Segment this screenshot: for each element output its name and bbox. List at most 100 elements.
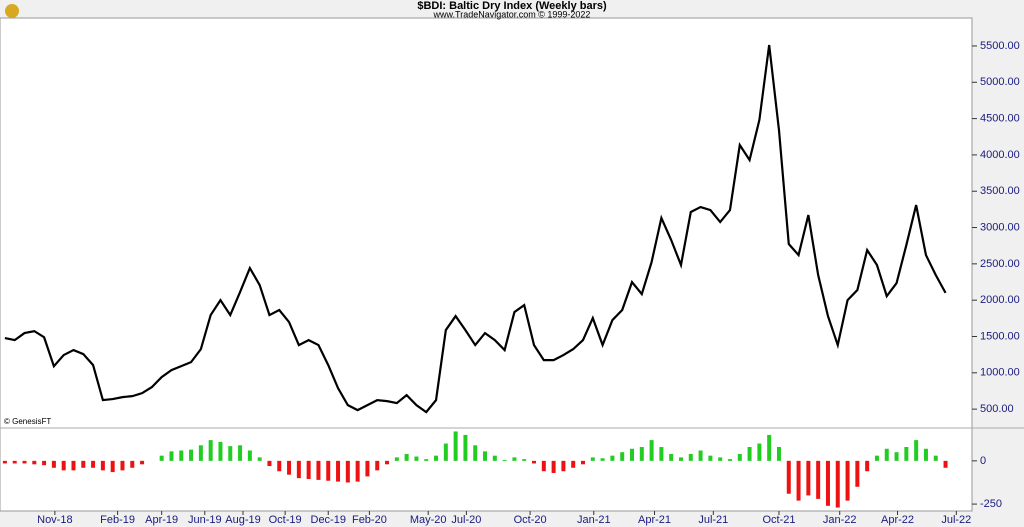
oscillator-bar: [678, 457, 683, 461]
annotation: © GenesisFT: [4, 417, 51, 426]
oscillator-bar: [12, 460, 17, 464]
x-tick-label: Oct-19: [269, 514, 302, 526]
oscillator-bar: [326, 460, 331, 481]
oscillator-bar: [757, 443, 762, 461]
oscillator-bar: [561, 460, 566, 472]
oscillator-bar: [747, 447, 752, 461]
oscillator-bar: [257, 457, 262, 461]
oscillator-bar: [463, 434, 468, 461]
oscillator-bar: [698, 450, 703, 461]
x-tick-label: Feb-19: [100, 514, 135, 526]
oscillator-bar: [639, 447, 644, 461]
oscillator-bar: [522, 459, 527, 461]
oscillator-bar: [32, 460, 37, 465]
oscillator-bar: [688, 453, 693, 461]
oscillator-bar: [776, 447, 781, 461]
oscillator-bar: [404, 453, 409, 461]
x-tick-label: Feb-20: [352, 514, 387, 526]
oscillator-bar: [61, 460, 66, 471]
oscillator-bar: [100, 460, 105, 471]
oscillator-bar: [727, 459, 732, 461]
oscillator-bar: [659, 447, 664, 461]
oscillator-bar: [483, 451, 488, 461]
oscillator-bar: [238, 445, 243, 461]
oscillator-bar: [590, 457, 595, 461]
oscillator-bar: [796, 460, 801, 501]
x-tick-label: Jan-21: [577, 514, 611, 526]
oscillator-bar: [737, 453, 742, 461]
y-tick-label: -250: [980, 498, 1002, 510]
x-tick-label: Apr-19: [145, 514, 178, 526]
y-tick-label: 3500.00: [980, 185, 1020, 197]
oscillator-bar: [629, 448, 634, 461]
y-tick-label: 4000.00: [980, 149, 1020, 161]
oscillator-bar: [669, 453, 674, 461]
oscillator-bar: [140, 460, 145, 465]
oscillator-bar: [91, 460, 96, 468]
x-tick-label: May-20: [410, 514, 447, 526]
x-tick-label: Jan-22: [823, 514, 857, 526]
oscillator-bar: [649, 440, 654, 461]
oscillator-bar: [169, 451, 174, 461]
oscillator-bar: [502, 459, 507, 461]
oscillator-bar: [571, 460, 576, 468]
oscillator-bar: [551, 460, 556, 473]
y-tick-label: 2000.00: [980, 294, 1020, 306]
oscillator-bar: [884, 448, 889, 461]
x-tick-label: Nov-18: [37, 514, 72, 526]
oscillator-bar: [923, 448, 928, 461]
logo: [5, 4, 19, 18]
oscillator-bar: [345, 460, 350, 483]
oscillator-bar: [414, 456, 419, 461]
oscillator-bar: [120, 460, 125, 471]
oscillator-bar: [179, 450, 184, 461]
y-tick-label: 500.00: [980, 403, 1014, 415]
oscillator-bar: [610, 455, 615, 461]
y-tick-label: 1500.00: [980, 330, 1020, 342]
oscillator-bar: [767, 434, 772, 461]
oscillator-bar: [620, 452, 625, 461]
oscillator-bar: [394, 457, 399, 461]
y-tick-label: 5000.00: [980, 76, 1020, 88]
oscillator-bar: [473, 445, 478, 461]
oscillator-bar: [825, 460, 830, 506]
oscillator-bar: [355, 460, 360, 482]
chart-title: $BDI: Baltic Dry Index (Weekly bars): [417, 0, 607, 12]
oscillator-bar: [806, 460, 811, 496]
oscillator-bar: [865, 460, 870, 472]
oscillator-bar: [914, 440, 919, 461]
oscillator-bar: [718, 457, 723, 461]
oscillator-bar: [42, 460, 47, 466]
oscillator-bar: [306, 460, 311, 480]
plot-area: [0, 17, 973, 512]
oscillator-bar: [71, 460, 76, 471]
oscillator-bar: [218, 441, 223, 461]
oscillator-bar: [904, 447, 909, 461]
oscillator-bar: [581, 460, 586, 465]
x-tick-label: Oct-21: [762, 514, 795, 526]
oscillator-bar: [845, 460, 850, 501]
oscillator-bar: [51, 460, 56, 468]
oscillator-bar: [247, 450, 252, 461]
oscillator-bar: [208, 440, 213, 461]
oscillator-bar: [2, 460, 7, 464]
oscillator-bar: [786, 460, 791, 494]
x-tick-label: Aug-19: [225, 514, 260, 526]
oscillator-bar: [287, 460, 292, 475]
oscillator-bar: [424, 459, 429, 461]
oscillator-bar: [492, 455, 497, 461]
oscillator-bar: [277, 460, 282, 472]
x-tick-label: Oct-20: [514, 514, 547, 526]
oscillator-bar: [874, 455, 879, 461]
oscillator-bar: [894, 452, 899, 461]
oscillator-bar: [110, 460, 115, 473]
y-tick-label: 5500.00: [980, 40, 1020, 52]
oscillator-bar: [933, 455, 938, 461]
x-tick-label: Jul-20: [451, 514, 481, 526]
oscillator-bar: [22, 460, 27, 464]
oscillator-bar: [541, 460, 546, 472]
y-tick-label: 0: [980, 455, 986, 467]
x-tick-label: Apr-21: [638, 514, 671, 526]
y-tick-label: 3000.00: [980, 221, 1020, 233]
